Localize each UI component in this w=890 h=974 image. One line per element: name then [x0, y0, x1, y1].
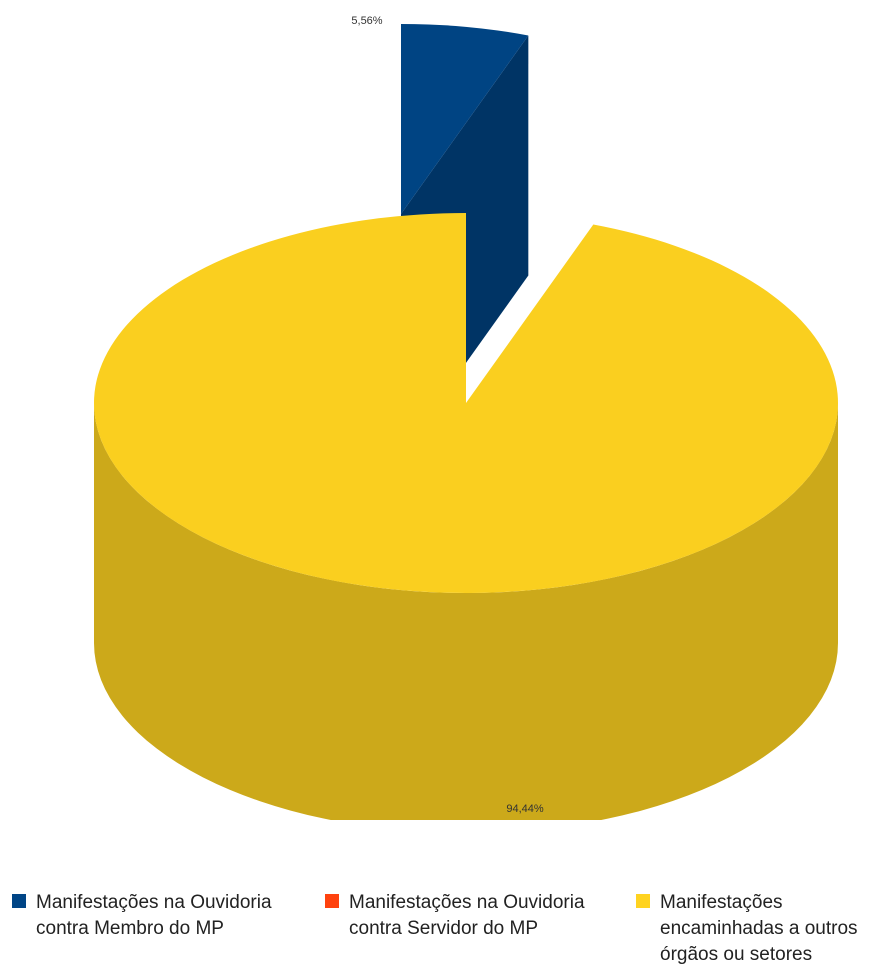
legend-swatch-encaminhadas — [636, 894, 650, 908]
slice-top-2 — [93, 213, 838, 594]
pie-chart: 5,56% 94,44% — [93, 15, 838, 820]
legend-item-membro: Manifestações na Ouvidoria contra Membro… — [12, 890, 272, 942]
pie-slice-2 — [93, 213, 838, 820]
legend-label-membro: Manifestações na Ouvidoria contra Membro… — [36, 892, 272, 939]
legend-label-servidor: Manifestações na Ouvidoria contra Servid… — [349, 892, 585, 939]
slice-top-0 — [401, 24, 529, 214]
chart-legend: Manifestações na Ouvidoria contra Membro… — [0, 890, 890, 974]
legend-item-encaminhadas: Manifestações encaminhadas a outros órgã… — [636, 890, 858, 968]
value-label-encaminhadas: 94,44% — [506, 803, 544, 815]
legend-label-encaminhadas: Manifestações encaminhadas a outros órgã… — [660, 892, 858, 965]
legend-swatch-membro — [12, 894, 26, 908]
legend-swatch-servidor — [325, 894, 339, 908]
legend-item-servidor: Manifestações na Ouvidoria contra Servid… — [325, 890, 585, 942]
value-label-membro: 5,56% — [351, 15, 382, 27]
slice-side-2 — [94, 403, 838, 820]
